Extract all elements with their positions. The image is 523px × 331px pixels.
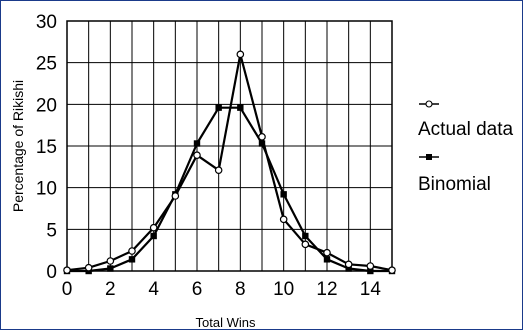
y-tick-label: 25 [36, 54, 57, 75]
x-tick-label: 12 [316, 279, 337, 300]
x-tick-label: 6 [192, 279, 203, 300]
data-point [388, 266, 396, 274]
data-point [301, 240, 310, 249]
data-point [344, 260, 353, 269]
y-tick-label: 0 [46, 262, 57, 283]
legend-item: Actual data [418, 100, 513, 140]
data-point [302, 232, 309, 240]
data-point [63, 266, 71, 274]
data-point [128, 256, 136, 263]
x-tick-label: 2 [105, 279, 116, 300]
data-point [323, 256, 331, 263]
series-actual-data [63, 50, 396, 274]
x-axis-ticks: 0 2 4 6 8 10 12 14 [62, 279, 382, 300]
series-binomial [63, 104, 396, 275]
legend: Actual data Binomial [418, 100, 513, 195]
y-tick-label: 30 [36, 12, 57, 33]
data-point [258, 133, 266, 141]
data-point [107, 265, 114, 272]
x-tick-label: 14 [360, 279, 382, 300]
data-point [215, 104, 222, 111]
data-point [345, 265, 352, 272]
legend-item: Binomial [418, 154, 491, 195]
data-point [214, 166, 223, 174]
y-tick-label: 20 [36, 95, 57, 116]
data-point [258, 140, 266, 147]
legend-label: Actual data [418, 119, 513, 140]
data-point [106, 257, 115, 265]
y-tick-label: 5 [46, 220, 57, 241]
data-point [367, 267, 374, 275]
grid [67, 21, 392, 271]
series [63, 50, 396, 275]
y-axis-title: Percentage of Rikishi [10, 80, 26, 212]
data-point [237, 104, 244, 111]
data-point [128, 247, 136, 255]
legend-label: Binomial [418, 174, 491, 195]
x-tick-label: 4 [148, 279, 159, 300]
legend-marker-circle [425, 100, 433, 108]
series-line [66, 53, 393, 272]
x-tick-label: 8 [235, 279, 246, 300]
data-point [150, 232, 157, 240]
y-tick-label: 15 [36, 137, 57, 158]
y-axis-ticks: 0 5 10 15 20 25 30 [36, 12, 57, 283]
data-point [279, 215, 288, 224]
data-point [149, 223, 158, 232]
x-tick-label: 0 [62, 279, 73, 300]
legend-marker-square [426, 154, 432, 160]
data-point [193, 140, 201, 147]
x-axis-title: Total Wins [196, 315, 256, 330]
series-line [67, 106, 392, 273]
x-tick-label: 10 [273, 279, 294, 300]
y-tick-label: 10 [36, 179, 57, 200]
data-point [366, 262, 375, 270]
data-point [236, 50, 245, 59]
data-point [323, 248, 331, 257]
data-point [193, 151, 201, 159]
plot-border [66, 20, 393, 272]
data-point [280, 191, 287, 198]
data-point [171, 192, 180, 200]
data-point [84, 263, 93, 272]
